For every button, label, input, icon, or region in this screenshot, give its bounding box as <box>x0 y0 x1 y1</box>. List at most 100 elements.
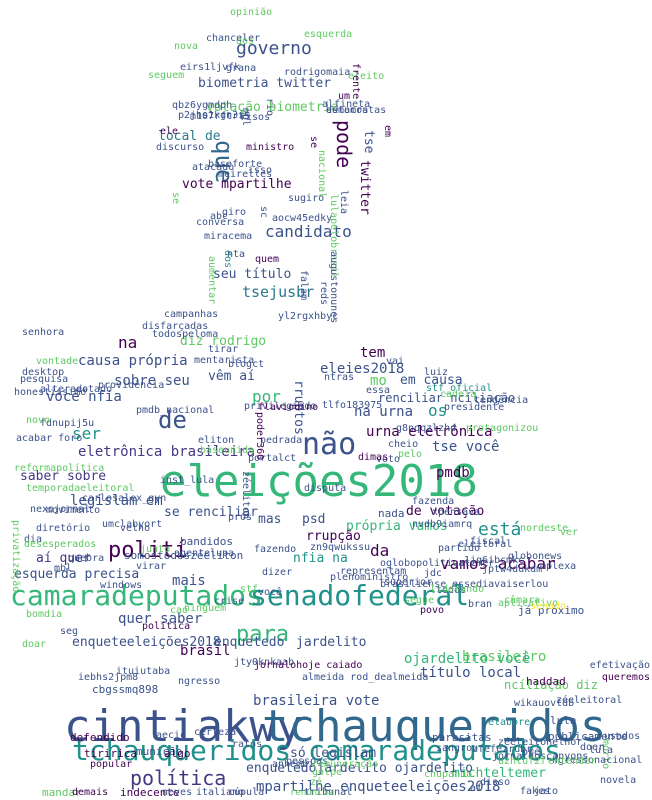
word-48: os <box>428 401 448 420</box>
word-50: tem <box>360 345 386 361</box>
word-240: dia <box>24 534 43 545</box>
word-67: se renciliar <box>164 505 258 520</box>
word-200: sc <box>258 206 269 219</box>
word-127: nvdb9iamrq <box>412 519 473 530</box>
word-66: psd <box>302 512 326 527</box>
word-181: blogct <box>228 359 265 370</box>
word-49: pmdb <box>436 465 470 481</box>
word-207: ele <box>160 126 179 137</box>
word-22: brasil <box>180 643 231 659</box>
word-247: windows <box>100 580 143 591</box>
word-124: ngressonacional <box>552 755 643 766</box>
word-87: fakes <box>520 786 551 797</box>
word-239: nexojornal <box>30 504 91 515</box>
word-167: neves <box>162 787 193 798</box>
word-254: crise <box>214 596 245 607</box>
word-34: twitter <box>357 160 372 215</box>
word-275: dos <box>222 250 233 269</box>
word-27: michteltemer <box>452 766 546 781</box>
word-262: cao <box>170 605 189 616</box>
word-189: vontade <box>36 356 79 367</box>
word-133: oglobopoliticatemer <box>380 558 495 569</box>
word-62: de votação <box>406 504 485 519</box>
word-187: estado <box>76 384 113 395</box>
word-42: tse você <box>432 439 500 455</box>
word-16: está <box>478 519 522 540</box>
word-103: temporadaeleitoral <box>26 483 135 494</box>
word-268: sangrou <box>436 743 479 754</box>
word-11: que <box>210 140 238 184</box>
word-121: wikauovtdb <box>514 698 575 709</box>
word-52: na <box>118 333 138 352</box>
word-137: jdc <box>424 568 443 579</box>
word-267: aí <box>470 783 483 794</box>
word-226: opinião <box>230 7 273 18</box>
word-56: aí quer <box>36 551 91 566</box>
word-272: câmara <box>504 595 541 606</box>
word-193: todospeloma <box>152 329 219 340</box>
word-249: bomdia <box>26 609 63 620</box>
word-161: ratos <box>232 739 263 750</box>
word-73: algo <box>164 747 191 760</box>
word-115: 1jq6ibcmkc <box>464 555 525 566</box>
word-132: almeida rod_dealmeida <box>302 672 429 683</box>
word-253: stf <box>240 584 259 595</box>
word-155: inst_lula <box>160 475 215 486</box>
word-142: presidente <box>444 402 505 413</box>
word-78: lula <box>550 714 577 727</box>
word-95: efetivação <box>589 660 650 671</box>
word-0: eleições2018 <box>160 456 478 507</box>
word-1: cintiakwy <box>64 701 303 752</box>
word-168: italiano <box>196 787 245 798</box>
word-266: pré <box>522 747 541 758</box>
word-164: pessoas <box>286 756 329 767</box>
word-159: ituiutaba <box>116 666 171 677</box>
word-198: miracema <box>204 231 253 242</box>
word-274: aumentar <box>206 256 217 305</box>
word-2: tchauqueridos <box>262 701 607 752</box>
word-243: diretório <box>36 523 91 534</box>
word-176: velho <box>120 523 151 534</box>
word-118: fiscal <box>470 536 507 547</box>
word-41: urna eletrônica <box>366 424 493 440</box>
word-258: bran <box>468 599 493 610</box>
word-227: frente <box>350 63 361 100</box>
word-144: cadeia <box>440 389 477 400</box>
word-46: ser <box>72 424 101 443</box>
word-192: disfarçadas <box>142 321 209 332</box>
word-36: eletrônica brasileira <box>78 444 256 460</box>
word-125: uzhluf2f <box>498 756 547 767</box>
word-251: doar <box>22 639 47 650</box>
word-63: nfia na <box>293 551 348 566</box>
word-252: ninguém <box>184 603 227 614</box>
word-211: qbz6ygmdph <box>172 100 233 111</box>
word-97: nada <box>378 507 405 520</box>
word-178: prós <box>228 512 253 523</box>
word-45: por <box>252 387 281 406</box>
word-277: reds <box>318 281 329 306</box>
word-183: pesquisa <box>20 374 69 385</box>
word-128: fazenda <box>412 496 455 507</box>
word-180: poder360 <box>254 412 265 461</box>
word-276: augustonunes <box>328 251 339 324</box>
word-229: discurso <box>156 142 205 153</box>
word-148: tlfo183975 <box>322 400 383 411</box>
word-74: já próximo <box>518 604 585 617</box>
word-79: chupando <box>424 769 473 780</box>
word-17: vamos acabar <box>440 554 556 573</box>
word-135: superior <box>384 577 433 588</box>
word-201: aocw45edky <box>272 213 333 224</box>
word-231: lulapelobrasil <box>328 194 339 279</box>
word-223: dos <box>236 36 255 47</box>
word-71: defendido <box>70 731 130 744</box>
word-89: doer <box>580 742 605 753</box>
word-100: cbgssmq898 <box>92 683 159 696</box>
word-82: popular <box>90 759 133 770</box>
word-217: rodrigomaia <box>284 67 351 78</box>
word-173: brasiliense <box>380 579 447 590</box>
word-190: tirar <box>208 344 239 355</box>
word-204: meirelles <box>218 169 273 180</box>
word-96: queremos <box>601 672 650 683</box>
word-149: pelo <box>398 449 423 460</box>
